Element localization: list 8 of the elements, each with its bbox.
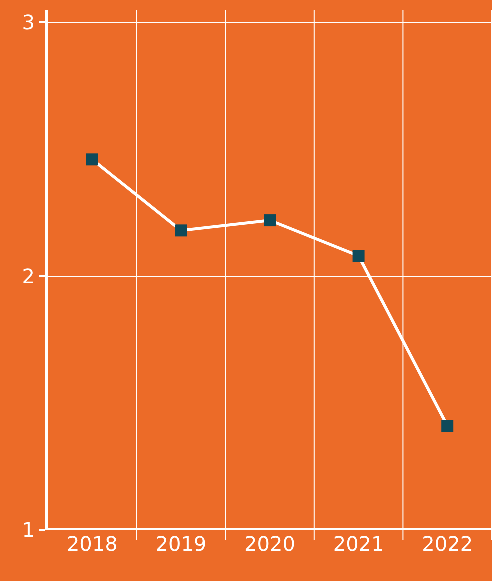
x-tick-label: 2018 [66,532,118,556]
y-tick-label: 1 [22,518,35,542]
x-tick-label: 2022 [422,532,474,556]
y-tick-label: 3 [22,10,35,35]
x-tick-label: 2021 [333,532,384,556]
x-tick-label: 2020 [244,532,296,556]
y-tick-label: 2 [22,264,35,288]
x-tick-label: 2019 [156,532,207,556]
